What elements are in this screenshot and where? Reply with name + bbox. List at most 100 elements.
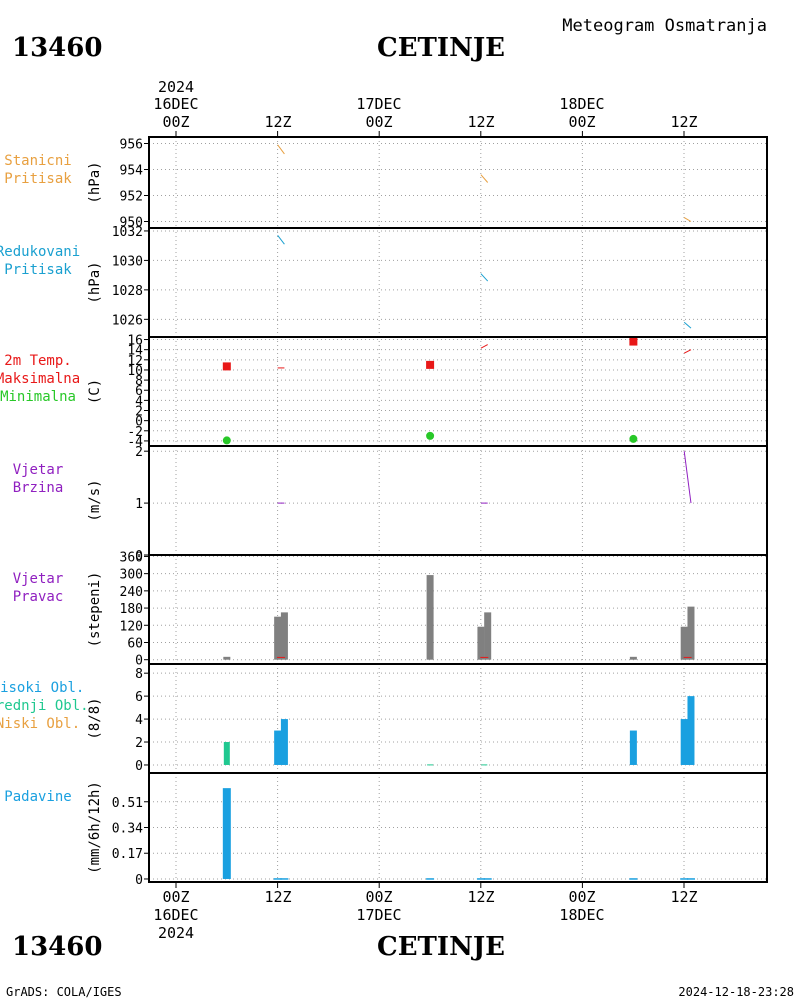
panel-frame <box>148 554 768 665</box>
precip-bar <box>686 878 695 880</box>
y-unit-label: (stepeni) <box>87 572 103 648</box>
bottom-year-label: 2024 <box>158 924 194 942</box>
top-hour-label: 12Z <box>467 113 494 131</box>
precip-bar <box>680 878 689 880</box>
y-unit-label: (hPa) <box>87 261 103 303</box>
data-segment <box>683 321 692 329</box>
y-tick-label: 1026 <box>112 313 143 328</box>
station-id-top: 13460 <box>12 33 102 63</box>
tmax-point <box>629 337 638 346</box>
y-tick-label: 950 <box>120 216 143 231</box>
y-tick-label: 952 <box>120 190 143 205</box>
y-tick-label: 1028 <box>112 284 143 299</box>
top-hour-label: 00Z <box>568 113 595 131</box>
panel-label: Niski Obl. <box>0 716 80 732</box>
y-tick-label: 4 <box>135 394 143 409</box>
top-time-axis: 2024 16DEC 17DEC 18DEC 00Z 12Z 00Z 12Z 0… <box>153 78 697 131</box>
panel-frame <box>148 336 768 447</box>
y-tick-label: 8 <box>135 374 143 389</box>
cloud-cover-panel: 0 2 4 6 8 (8/8)Visoki Obl. Srednji Obl. Niski O… <box>0 663 768 774</box>
y-tick-label: 240 <box>120 585 143 600</box>
panel-label: Stanicni <box>4 153 71 169</box>
precip-bar <box>629 878 638 880</box>
y-tick-label: 120 <box>120 619 143 634</box>
bottom-date-label: 17DEC <box>356 906 401 924</box>
data-segment <box>480 174 489 183</box>
bottom-hour-label: 00Z <box>568 888 595 906</box>
bottom-time-axis: 00Z 12Z 00Z 12Z 00Z 12Z 16DEC 17DEC 18DE… <box>153 888 697 942</box>
panel-label: Padavine <box>4 789 71 805</box>
y-tick-label: 180 <box>120 602 143 617</box>
top-hour-label: 00Z <box>365 113 392 131</box>
y-tick-label: 10 <box>127 364 143 379</box>
station-id-bottom: 13460 <box>12 932 102 962</box>
bottom-hour-label: 12Z <box>467 888 494 906</box>
bottom-date-label: 18DEC <box>559 906 604 924</box>
data-segment <box>480 344 488 349</box>
wind-direction-bar <box>280 612 288 660</box>
y-tick-label: 8 <box>135 667 143 682</box>
panel-frame <box>148 136 768 229</box>
y-tick-label: -2 <box>127 425 143 440</box>
y-tick-label: 0 <box>135 654 143 669</box>
y-tick-label: 1030 <box>112 254 143 269</box>
tmin-point <box>222 436 231 445</box>
y-tick-label: 14 <box>127 344 143 359</box>
panel-frame <box>148 772 768 883</box>
precipitation-panel: 0 0.17 0.34 0.51 (mm/6h/12h) Padavine <box>4 772 768 888</box>
data-segment <box>683 451 692 504</box>
precip-bar <box>476 878 485 880</box>
data-segment <box>277 235 285 245</box>
wind-direction-bar <box>426 575 434 660</box>
panel-label: Maksimalna <box>0 371 80 387</box>
bottom-date-label: 16DEC <box>153 906 198 924</box>
panel-label: 2m Temp. <box>4 353 71 369</box>
mid-cloud-bar <box>481 764 488 766</box>
meteogram-panels: 950952954956(hPa)StanicniPritisak1026102… <box>0 131 768 888</box>
y-tick-label: 1 <box>135 497 143 512</box>
panel-label: Vjetar <box>13 462 64 478</box>
panel-label: Pravac <box>13 589 64 605</box>
precip-bar <box>273 878 282 880</box>
data-segment <box>683 217 692 222</box>
y-tick-label: 2 <box>135 445 143 460</box>
precip-bar <box>426 878 435 880</box>
top-hour-label: 12Z <box>264 113 291 131</box>
y-tick-label: 2 <box>135 736 143 751</box>
bottom-hour-label: 12Z <box>670 888 697 906</box>
panel-label: Visoki Obl. <box>0 680 84 696</box>
y-tick-label: 2 <box>135 405 143 420</box>
y-unit-label: (8/8) <box>87 697 103 739</box>
y-tick-label: 1032 <box>112 225 143 240</box>
wind-direction-bar <box>274 616 282 660</box>
y-tick-label: 6 <box>135 690 143 705</box>
y-tick-label: 4 <box>135 713 143 728</box>
y-unit-label: (C) <box>87 379 103 404</box>
panel-label: Minimalna <box>0 389 76 405</box>
wind-direction-bar <box>477 626 485 660</box>
y-tick-label: 956 <box>120 138 143 153</box>
data-segment <box>480 273 489 282</box>
data-segment <box>277 144 285 155</box>
panel-frame <box>148 663 768 774</box>
top-year-label: 2024 <box>158 78 194 96</box>
y-unit-label: (hPa) <box>87 161 103 203</box>
y-tick-label: 6 <box>135 384 143 399</box>
high-cloud-bar <box>680 719 688 765</box>
top-date-label: 17DEC <box>356 95 401 113</box>
station-pressure-panel: 950 952 954 956 (hPa) Stanicni Pritisak <box>4 136 768 231</box>
tmin-point <box>426 431 435 440</box>
tmax-point <box>426 360 435 369</box>
high-cloud-bar <box>687 696 695 765</box>
top-hour-label: 00Z <box>162 113 189 131</box>
top-date-label: 16DEC <box>153 95 198 113</box>
y-tick-label: 360 <box>120 550 143 565</box>
credit-text: GrADS: COLA/IGES <box>6 985 122 999</box>
mid-cloud-bar <box>427 764 434 766</box>
y-tick-label: 16 <box>127 334 143 349</box>
panel-label: Pritisak <box>4 262 72 278</box>
wind-direction-bar <box>629 656 637 660</box>
y-tick-label: 12 <box>127 354 143 369</box>
